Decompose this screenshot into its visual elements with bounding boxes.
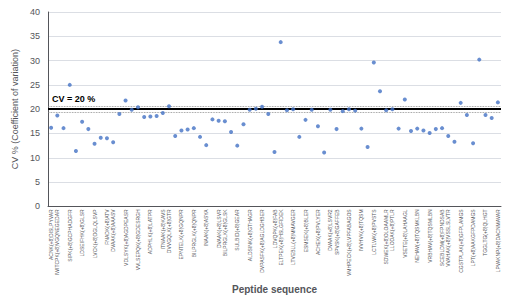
svg-text:SCEBLDM(+8)FPNDSAB: SCEBLDM(+8)FPNDSAB: [439, 209, 445, 266]
svg-text:SPVSK(+8)GAFFEB: SPVSK(+8)GAFFEB: [334, 209, 340, 255]
svg-text:ALDSINK(+8)GTHAGR: ALDSINK(+8)GTHAGR: [247, 209, 253, 261]
svg-text:ITNAAK(+8)KAVS: ITNAAK(+8)KAVS: [160, 209, 166, 250]
svg-text:VDLSYK(+8)AGDPEASR: VDLSYK(+8)AGDPEASR: [123, 209, 129, 266]
svg-text:NEHAV(+8)TQSMKLBN: NEHAV(+8)TQSMKLBN: [414, 209, 420, 263]
svg-text:EPNTELK(+8)GQNPR: EPNTELK(+8)GQNPR: [178, 209, 184, 260]
svg-text:CV = 20 %: CV = 20 %: [52, 94, 95, 104]
svg-text:DVVGQLK(+8)GTR: DVVGQLK(+8)GTR: [166, 209, 172, 253]
svg-text:15: 15: [30, 128, 40, 138]
svg-text:CV % (Coefficient of variation: CV % (Coefficient of variation): [10, 49, 20, 169]
svg-text:LPVAKNP(+8)DACNMAVAR: LPVAKNP(+8)DACNMAVAR: [495, 209, 501, 272]
svg-text:LDSEIFHK(+8)GLSR: LDSEIFHK(+8)GLSR: [79, 209, 85, 256]
svg-text:SULBID(+8)GEAR: SULBID(+8)GEAR: [234, 209, 240, 251]
svg-text:DVAAK(+8)LSVR: DVAAK(+8)LSVR: [216, 209, 222, 248]
svg-text:VRBHAV(+8)TQSMLBN: VRBHAV(+8)TQSMLBN: [427, 209, 433, 263]
svg-text:LCTLWK(+8)PVSTS: LCTLWK(+8)PVSTS: [371, 209, 377, 255]
svg-text:DVPASFK(+8)AGLDGHBER: DVPASFK(+8)AGLDGHBER: [259, 209, 265, 273]
svg-text:LLODAK(+8)PTLR: LLODAK(+8)PTLR: [389, 209, 395, 251]
svg-text:LDVQPK(+8)FAB: LDVQPK(+8)FAB: [272, 209, 278, 248]
svg-text:VVLSEPQK(+8)GDESRGH: VVLSEPQK(+8)GDESRGH: [135, 209, 141, 270]
svg-text:SIPK(+8)GCPHADGFR: SIPK(+8)GCPHADGFR: [67, 209, 73, 262]
svg-text:DVAAK(+8)LSVR2: DVAAK(+8)LSVR2: [327, 209, 333, 251]
svg-text:CGSTPLAK(+8)GFPLAMGS: CGSTPLAK(+8)GFPLAMGS: [458, 209, 464, 273]
svg-text:VVAHAK(+8)VSSLSLVTR: VVAHAK(+8)VSSLSLVTR: [445, 209, 451, 267]
svg-text:30: 30: [30, 56, 40, 66]
svg-text:IVVHVK(+8)TQSM: IVVHVK(+8)TQSM: [358, 209, 364, 251]
svg-text:10: 10: [30, 153, 40, 163]
svg-text:SDWEK(+8)OLOAAMLR: SDWEK(+8)OLOAAMLR: [383, 209, 389, 265]
svg-text:ACNK(+8)DISLPYVAR: ACNK(+8)DISLPYVAR: [48, 209, 54, 260]
svg-text:ACHEK(+8)PVLYER: ACHEK(+8)PVLYER: [315, 209, 321, 255]
svg-text:VMHPECK(+8)LVPFABAGOS: VMHPECK(+8)LVPFABAGOS: [346, 209, 352, 276]
svg-text:35: 35: [30, 31, 40, 41]
svg-text:VSETE(+8)LAHAAGL: VSETE(+8)LAHAAGL: [402, 209, 408, 258]
svg-text:LTVEBLL(+8)MMAVGER: LTVEBLL(+8)MMAVGER: [290, 209, 296, 265]
svg-text:DVAAK(+8)AAASV: DVAAK(+8)AAASV: [110, 209, 116, 252]
svg-text:FNADK(+8)ATV: FNADK(+8)ATV: [104, 209, 110, 245]
svg-text:ADPHLK(+8)LATPR: ADPHLK(+8)LATPR: [147, 209, 153, 254]
svg-text:LPT(+8)AAKGFPDAMGS: LPT(+8)AAKGFPDAMGS: [470, 209, 476, 266]
svg-text:IWITCPK(+8)VGQNEGEDAR: IWITCPK(+8)VGQNEGEDAR: [54, 209, 60, 275]
svg-text:INAAK(+8)ASYA: INAAK(+8)ASYA: [203, 209, 209, 247]
svg-text:ELTPEK(+8)HSLGFIDEK: ELTPEK(+8)HSLGFIDEK: [278, 209, 284, 266]
svg-text:0: 0: [35, 201, 40, 211]
svg-text:BILPRGLK(+8)QNPR: BILPRGLK(+8)QNPR: [191, 209, 197, 257]
svg-text:BILPRGLK(+8)GLSK: BILPRGLK(+8)GLSK: [222, 209, 228, 256]
svg-text:ESMSEK(+8)BLER: ESMSEK(+8)BLER: [303, 209, 309, 252]
svg-text:25: 25: [30, 80, 40, 90]
svg-text:5: 5: [35, 177, 40, 187]
svg-text:LVCK(+8)DGLQLSVP: LVCK(+8)DGLQLSVP: [92, 209, 98, 258]
svg-text:Peptide sequence: Peptide sequence: [232, 284, 317, 295]
svg-text:40: 40: [30, 7, 40, 17]
svg-text:TGGLTG(+8)QLHGT: TGGLTG(+8)QLHGT: [482, 209, 488, 255]
svg-text:20: 20: [30, 104, 40, 114]
